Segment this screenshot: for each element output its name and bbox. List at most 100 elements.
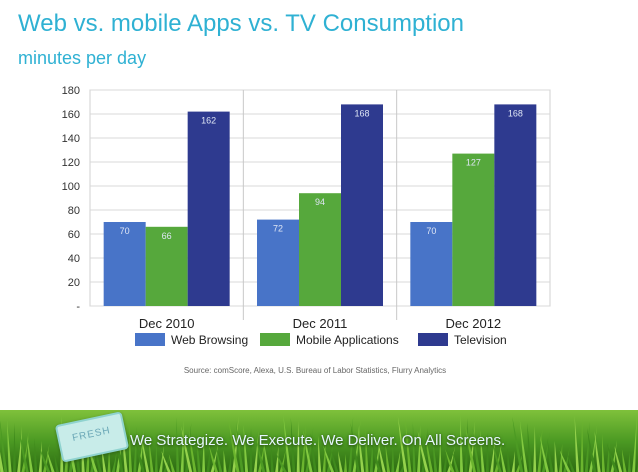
grass-blade [574, 416, 580, 472]
grass-blade [492, 442, 502, 472]
page-title: Web vs. mobile Apps vs. TV Consumption [18, 10, 464, 37]
grass-blade [39, 447, 51, 472]
grass-blade [511, 451, 515, 472]
grass-blade [181, 426, 193, 472]
grass-blade [0, 451, 4, 472]
grass-blade [537, 429, 543, 472]
tagline: We Strategize. We Execute. We Deliver. O… [130, 432, 506, 449]
grass-blade [587, 428, 597, 472]
grass-blade [395, 450, 401, 472]
grass-blade [310, 433, 317, 472]
grass-blade [464, 418, 468, 472]
grass-blade [338, 451, 343, 472]
grass-blade [270, 443, 274, 472]
bar-chart: - 20 40 60 80 100 120 140 160 180 70 66 162 Dec 2010 7… [62, 85, 551, 375]
grass-blade [621, 449, 627, 472]
bar [145, 226, 188, 306]
grass-blade [606, 443, 618, 472]
grass-blade [559, 450, 571, 472]
grass-blade [412, 422, 416, 472]
grass-blade [176, 417, 180, 472]
grass-blade [154, 442, 158, 472]
grass-blade [202, 435, 206, 472]
grass-blade [614, 446, 623, 472]
grass-blade [94, 443, 102, 472]
y-tick-label: 40 [68, 253, 80, 265]
grass-blade [602, 434, 605, 472]
grass-blade [12, 423, 16, 472]
grass-blade [323, 445, 335, 472]
grass-blade [161, 451, 171, 472]
grass-blade [290, 418, 296, 472]
grass-blade [330, 448, 339, 472]
grass-blade [442, 443, 448, 472]
grass-blade [208, 444, 218, 472]
y-tick-label: 180 [62, 85, 80, 97]
grass-blade [348, 417, 354, 472]
grass-blade [365, 429, 369, 472]
grass-blade [133, 433, 145, 472]
bar-data-label: 72 [273, 224, 283, 234]
grass-blade [391, 447, 395, 472]
grass-blade [567, 453, 575, 472]
bar [299, 193, 341, 306]
grass-blade [377, 441, 386, 472]
grass-blade [539, 435, 550, 472]
grass-blade [275, 446, 279, 472]
grass-blade [438, 440, 442, 472]
grass-blade [417, 431, 429, 472]
y-tick-label: 100 [62, 181, 80, 193]
grass-blade [107, 449, 111, 472]
grass-blade [512, 417, 524, 472]
bar [452, 153, 495, 306]
y-tick-label: 20 [68, 277, 80, 289]
grass-blade [344, 454, 347, 472]
grass-blade [223, 450, 227, 472]
grass-blade [507, 448, 511, 472]
grass-blade [627, 452, 631, 472]
legend-swatch [260, 333, 290, 346]
grass-blade [54, 453, 59, 472]
bar [257, 219, 299, 306]
grass-blade [236, 422, 244, 472]
grass-blade [243, 425, 249, 472]
bar-data-label: 168 [508, 108, 523, 118]
bar-data-label: 127 [466, 158, 481, 168]
grass-blade [86, 434, 90, 472]
grass-blade [129, 424, 132, 472]
grass-blade [263, 440, 270, 472]
grass-blade [301, 424, 306, 472]
grass-blade [111, 452, 117, 472]
grass-blade [519, 420, 528, 472]
grass-blade [303, 430, 313, 472]
grass-blade [465, 424, 476, 472]
y-tick-label: - [76, 301, 80, 313]
grass-blade [46, 450, 55, 472]
grass-blade [249, 428, 253, 472]
grass-blade [445, 449, 455, 472]
grass-blade [499, 445, 507, 472]
bar [103, 222, 146, 306]
grass-blade [141, 436, 150, 472]
legend-label: Television [454, 333, 507, 347]
grass-blade [101, 446, 107, 472]
x-tick-label: Dec 2012 [446, 316, 502, 331]
grass-blade [74, 428, 81, 472]
grass-blade [34, 438, 38, 472]
grass-blade [559, 444, 563, 472]
grass-blade [283, 415, 292, 472]
grass-blade [460, 415, 464, 472]
bar [187, 111, 230, 306]
grass-blade [196, 432, 201, 472]
grass-blade [7, 420, 12, 472]
legend-label: Web Browsing [171, 333, 248, 347]
bar-data-label: 70 [120, 226, 130, 236]
grass-blade [206, 438, 212, 472]
grass-blade [216, 447, 223, 472]
grass-blade [554, 441, 558, 472]
grass-blade [370, 438, 382, 472]
grass-blade [253, 431, 259, 472]
y-tick-label: 80 [68, 205, 80, 217]
grass-blade [480, 430, 485, 472]
grass-blade [452, 452, 459, 472]
